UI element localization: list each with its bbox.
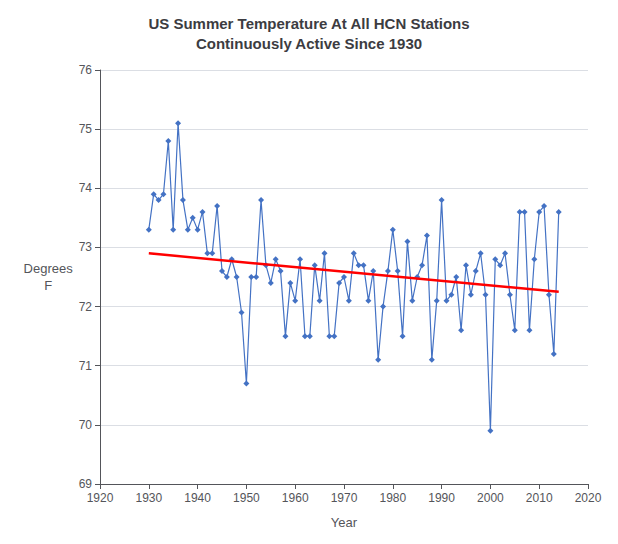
svg-text:1990: 1990	[428, 491, 455, 505]
svg-text:70: 70	[79, 418, 93, 432]
svg-text:F: F	[44, 278, 52, 293]
svg-text:1950: 1950	[233, 491, 260, 505]
svg-text:71: 71	[79, 359, 93, 373]
svg-text:Degrees: Degrees	[24, 261, 74, 276]
svg-text:1980: 1980	[379, 491, 406, 505]
svg-text:1940: 1940	[184, 491, 211, 505]
svg-text:1920: 1920	[87, 491, 114, 505]
svg-text:US Summer Temperature At All H: US Summer Temperature At All HCN Station…	[148, 15, 469, 32]
svg-text:69: 69	[79, 477, 93, 491]
svg-text:72: 72	[79, 300, 93, 314]
svg-text:Year: Year	[331, 515, 358, 530]
svg-text:2010: 2010	[526, 491, 553, 505]
svg-text:74: 74	[79, 181, 93, 195]
svg-text:1930: 1930	[135, 491, 162, 505]
svg-text:76: 76	[79, 63, 93, 77]
svg-text:75: 75	[79, 122, 93, 136]
svg-text:2020: 2020	[575, 491, 602, 505]
svg-text:73: 73	[79, 240, 93, 254]
svg-text:1960: 1960	[282, 491, 309, 505]
svg-text:Continuously Active Since 1930: Continuously Active Since 1930	[196, 35, 422, 52]
svg-text:2000: 2000	[477, 491, 504, 505]
svg-text:1970: 1970	[331, 491, 358, 505]
